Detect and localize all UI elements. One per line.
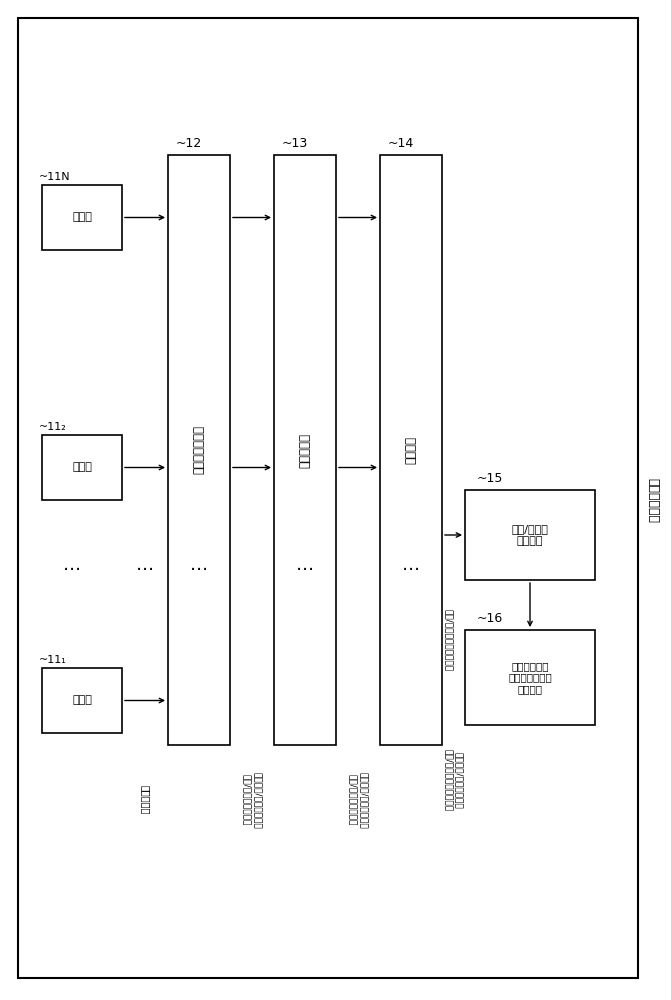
Bar [42,668,122,733]
Text: ~12: ~12 [176,137,202,150]
Text: 多个距离/移动量的每个
距离/移动量的可能性: 多个距离/移动量的每个 距离/移动量的可能性 [242,772,262,828]
Text: …: … [190,556,208,574]
Text: 传感器: 传感器 [72,696,92,706]
Text: …: … [296,556,314,574]
Bar [380,155,442,745]
Text: ~13: ~13 [282,137,308,150]
Bar [42,185,122,250]
Text: ~11₁: ~11₁ [39,655,66,665]
Bar [465,490,595,580]
Text: 传感器数据: 传感器数据 [140,785,150,815]
Text: 规范化单元: 规范化单元 [299,432,311,468]
Text: …: … [63,556,81,574]
Text: 整合单元: 整合单元 [405,436,417,464]
Text: ~14: ~14 [388,137,414,150]
Text: 多个距离/移动量的每个
距离/移动量的整合可能性: 多个距离/移动量的每个 距离/移动量的整合可能性 [444,749,463,811]
Text: 行程控制设备: 行程控制设备 [646,478,660,522]
Text: 可能性计算单元: 可能性计算单元 [193,426,205,475]
Text: 多个距离/移动量的每个
距离/移动量的可能性: 多个距离/移动量的每个 距离/移动量的可能性 [348,772,368,828]
Bar [274,155,336,745]
Text: …: … [136,556,154,574]
Bar [42,435,122,500]
Text: ~11₂: ~11₂ [39,422,66,432]
Bar [465,630,595,725]
Text: 距离/移动量的整合可能性: 距离/移动量的整合可能性 [444,609,453,671]
Text: ~16: ~16 [477,612,503,625]
Text: 传感器: 传感器 [72,462,92,473]
Text: 距离/移动量
计算单元: 距离/移动量 计算单元 [511,524,548,546]
Text: …: … [402,556,420,574]
Text: ~15: ~15 [477,472,503,485]
Text: ~11N: ~11N [39,172,70,182]
Text: 传感器: 传感器 [72,213,92,223]
Bar [168,155,230,745]
Text: 行程控制单元
（先进驾驶者辅
助系统）: 行程控制单元 （先进驾驶者辅 助系统） [508,661,552,694]
